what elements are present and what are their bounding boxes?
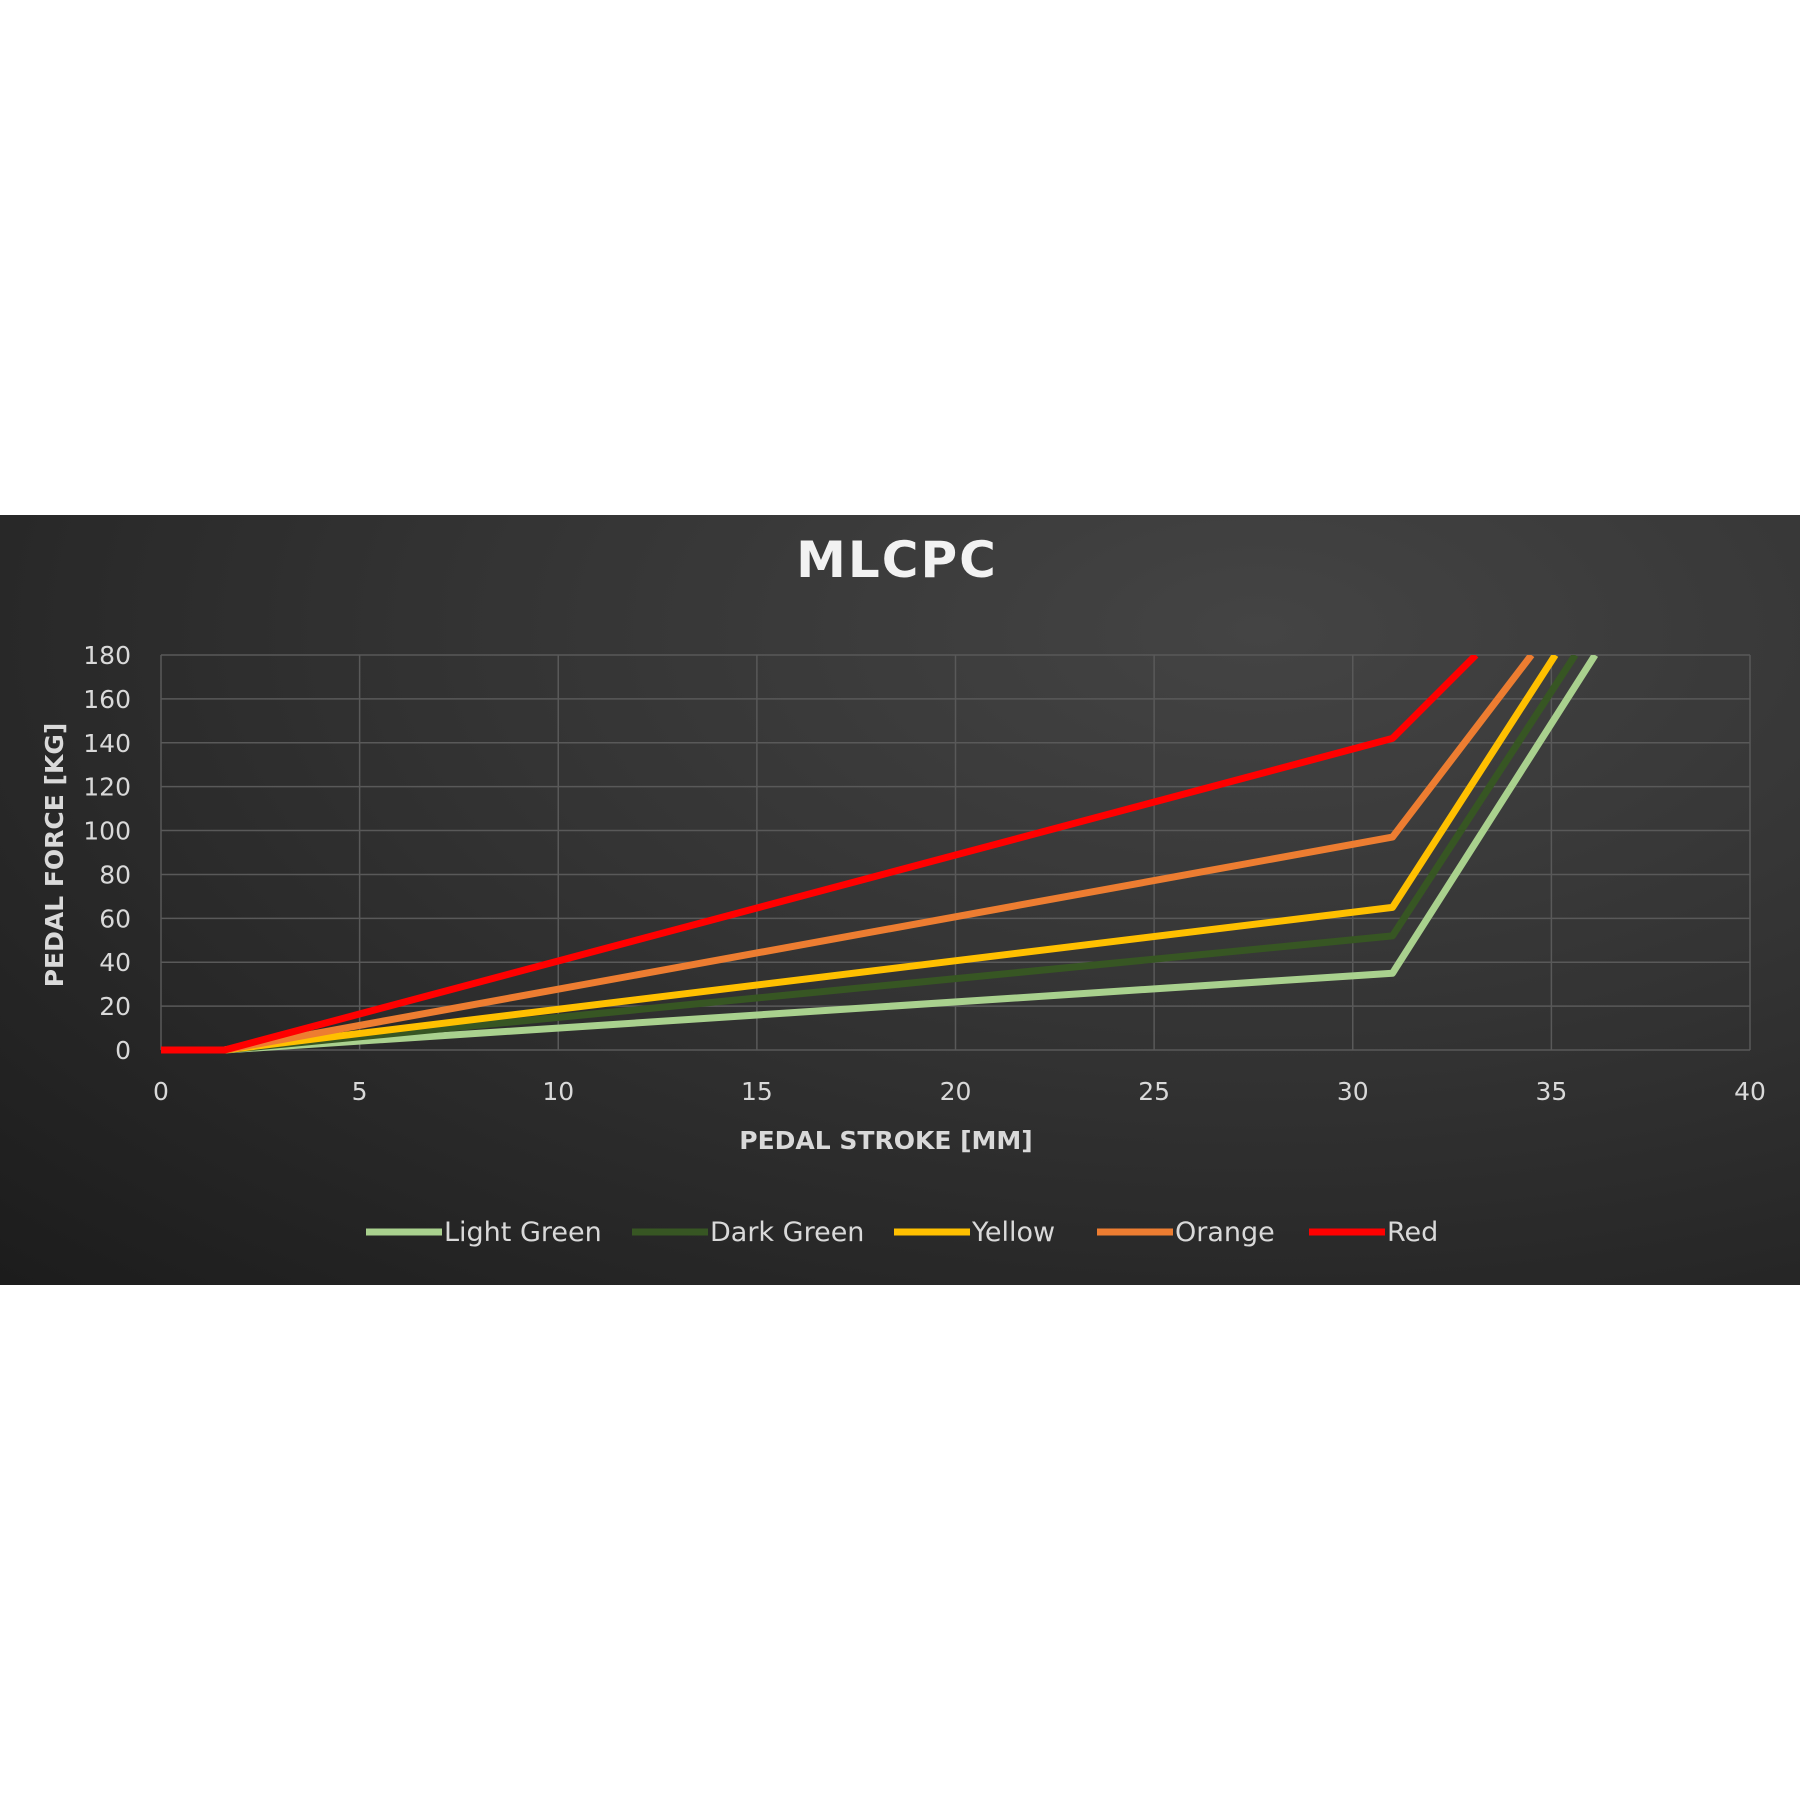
x-tick-label: 30 — [1337, 1077, 1369, 1106]
legend-item: Orange — [1097, 1217, 1275, 1248]
chart-background-panel — [0, 515, 1800, 1285]
y-axis-title: PEDAL FORCE [KG] — [40, 723, 69, 988]
x-tick-label: 15 — [741, 1077, 773, 1106]
x-tick-label: 10 — [542, 1077, 574, 1106]
y-tick-label: 180 — [83, 641, 131, 670]
legend-label: Red — [1387, 1217, 1438, 1248]
x-tick-label: 40 — [1734, 1077, 1766, 1106]
x-tick-label: 20 — [940, 1077, 972, 1106]
x-tick-label: 5 — [352, 1077, 368, 1106]
chart-title: MLCPC — [796, 531, 998, 589]
x-axis-tick-labels: 0 5 10 15 20 25 30 35 40 — [153, 1077, 1766, 1106]
legend-label: Light Green — [444, 1217, 602, 1248]
x-tick-label: 35 — [1535, 1077, 1567, 1106]
y-axis-tick-labels: 0 20 40 60 80 100 120 140 160 180 — [83, 641, 131, 1065]
y-tick-label: 80 — [99, 860, 131, 889]
legend-item: Dark Green — [632, 1217, 864, 1248]
y-tick-label: 100 — [83, 817, 131, 846]
y-tick-label: 60 — [99, 904, 131, 933]
x-tick-label: 25 — [1138, 1077, 1170, 1106]
y-tick-label: 0 — [115, 1036, 131, 1065]
legend-label: Orange — [1175, 1217, 1275, 1248]
series-line-red — [161, 655, 1479, 1054]
data-series — [161, 655, 1599, 1054]
x-tick-label: 0 — [153, 1077, 169, 1106]
y-tick-label: 40 — [99, 948, 131, 977]
legend-label: Dark Green — [710, 1217, 864, 1248]
legend-label: Yellow — [971, 1217, 1055, 1248]
legend-item: Red — [1309, 1217, 1438, 1248]
y-tick-label: 160 — [83, 685, 131, 714]
y-tick-label: 140 — [83, 729, 131, 758]
legend-item: Light Green — [366, 1217, 602, 1248]
y-tick-label: 120 — [83, 773, 131, 802]
series-line-light-green — [161, 655, 1599, 1054]
legend: Light Green Dark Green Yellow Orange Red — [366, 1217, 1438, 1248]
chart-canvas: MLCPC 0 20 40 60 80 100 120 140 160 180 0 5 10 15 20 2… — [40, 531, 1766, 1248]
x-axis-title: PEDAL STROKE [MM] — [739, 1126, 1032, 1155]
legend-item: Yellow — [894, 1217, 1055, 1248]
series-line-dark-green — [161, 655, 1579, 1054]
y-tick-label: 20 — [99, 992, 131, 1021]
